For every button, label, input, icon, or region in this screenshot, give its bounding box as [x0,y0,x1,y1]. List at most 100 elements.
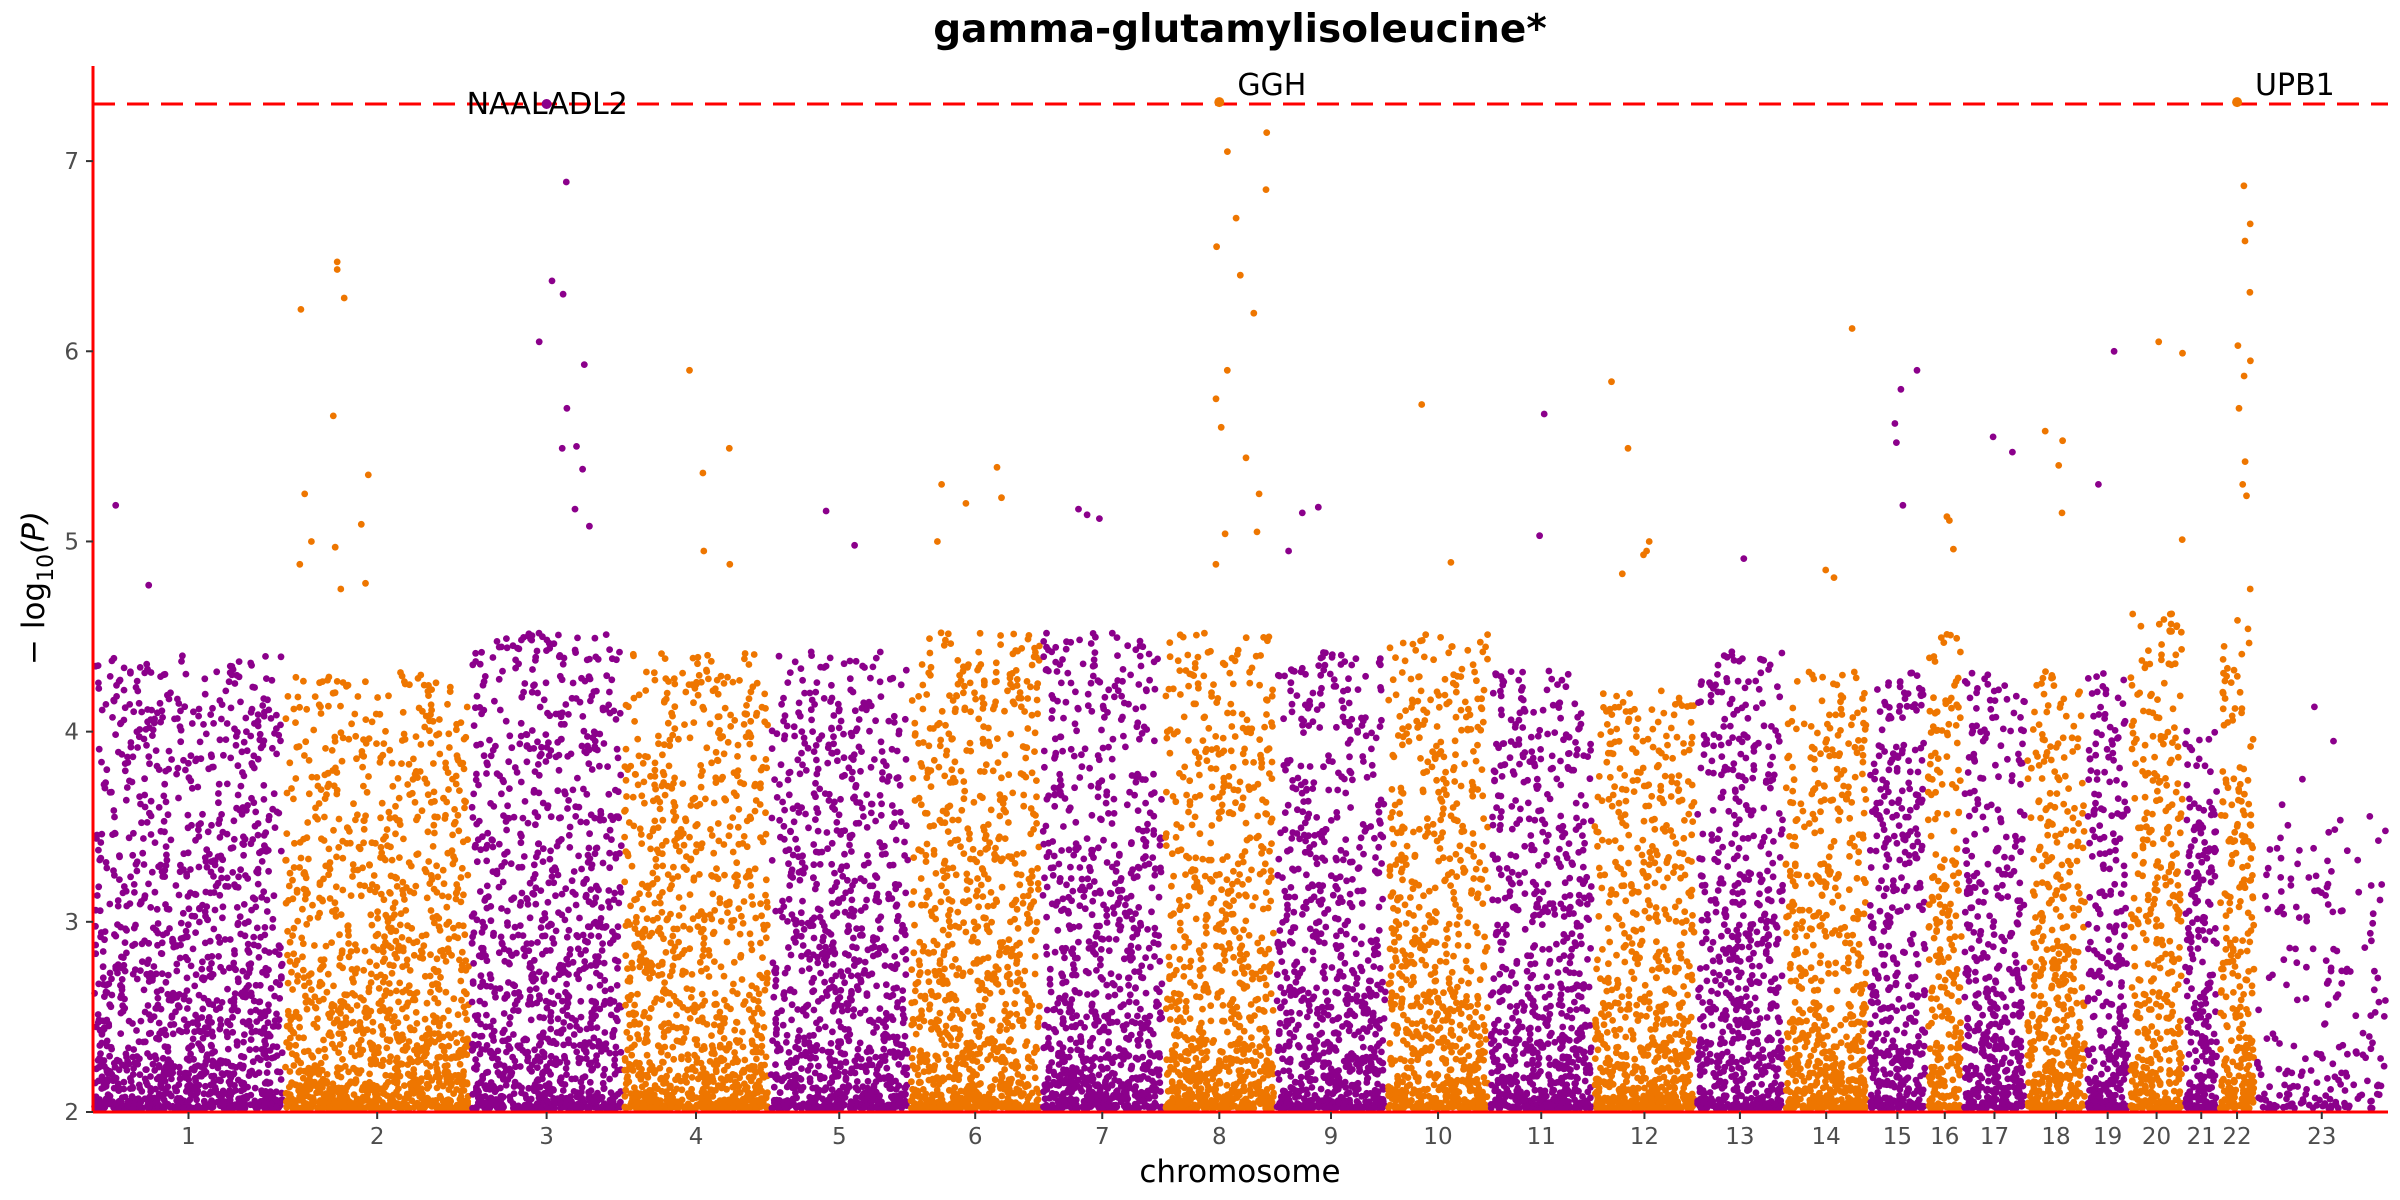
snp-point [486,736,493,744]
snp-point [762,705,769,712]
snp-point [520,945,528,953]
snp-point [277,847,285,855]
snp-point [451,806,458,813]
snp-point [405,1038,413,1045]
snp-point [561,916,569,924]
snp-point [303,1005,311,1013]
snp-point [758,912,765,920]
snp-point [282,1063,289,1071]
snp-point [196,918,203,926]
snp-point [606,1075,613,1083]
snp-point [580,785,587,793]
snp-point [455,921,463,929]
snp-point [769,1037,776,1044]
snp-point [290,950,298,958]
snp-point [526,996,534,1004]
snp-point [120,686,128,694]
snp-point [110,807,118,814]
snp-point [468,803,476,811]
snp-point [501,1026,508,1034]
snp-point [730,769,738,777]
snp-point [708,915,716,923]
snp-point [250,933,258,941]
snp-point [647,959,655,967]
snp-point [351,710,359,718]
snp-point [174,695,181,703]
snp-point [428,1102,436,1110]
snp-point [348,1044,356,1052]
snp-point [176,954,184,962]
snp-point [565,971,572,978]
snp-point [301,752,308,759]
snp-point [183,1086,191,1094]
snp-point [658,996,666,1003]
snp-point [576,914,583,922]
snp-point [562,701,570,708]
snp-point [530,891,538,898]
snp-point [291,961,299,968]
snp-point [568,877,576,885]
snp-point [555,964,563,972]
snp-point [436,716,443,723]
snp-point [579,931,587,939]
snp-point [309,901,316,909]
snp-point [565,711,572,718]
snp-point [659,862,667,870]
snp-point [443,921,451,928]
snp-point [588,766,596,773]
snp-point [373,1093,381,1100]
snp-point [599,940,606,947]
snp-point [377,971,385,979]
snp-point [434,999,442,1007]
snp-point [708,759,715,767]
snp-point [267,985,275,992]
snp-point [393,1064,401,1071]
snp-point [383,826,391,833]
snp-point [251,1084,259,1092]
snp-point [579,713,587,720]
snp-point [315,800,323,807]
snp-point [717,672,725,680]
snp-point [537,750,545,758]
snp-point [491,989,498,996]
snp-point [195,1081,203,1089]
snp-point [399,891,407,898]
snp-point [462,733,470,741]
snp-point [661,979,668,986]
snp-point [462,798,469,806]
snp-point [114,902,122,910]
snp-point [449,831,456,839]
snp-point [392,937,400,945]
snp-point [271,730,278,737]
snp-point [531,809,539,816]
snp-point [477,740,484,748]
snp-point [479,918,486,926]
snp-point [511,764,519,771]
snp-point [444,700,451,708]
snp-point [661,1088,669,1096]
snp-point [606,903,614,911]
snp-point [483,857,491,865]
snp-point [338,757,346,765]
snp-point [97,1062,104,1070]
snp-point [208,1101,216,1108]
snp-point [395,998,402,1006]
snp-point [740,1001,747,1008]
snp-point [147,904,155,911]
snp-point [386,961,394,969]
snp-point [547,813,555,821]
snp-point [128,778,136,786]
snp-point [596,981,604,989]
snp-point [534,761,542,768]
snp-point [536,703,544,711]
snp-point [751,780,759,788]
snp-point [498,790,505,798]
snp-point [428,981,436,989]
snp-point [498,1071,505,1078]
snp-point [294,693,302,701]
snp-point [333,1017,341,1025]
snp-point [559,1007,567,1014]
snp-point [647,845,654,853]
snp-point [184,956,192,964]
snp-point [493,1062,500,1070]
